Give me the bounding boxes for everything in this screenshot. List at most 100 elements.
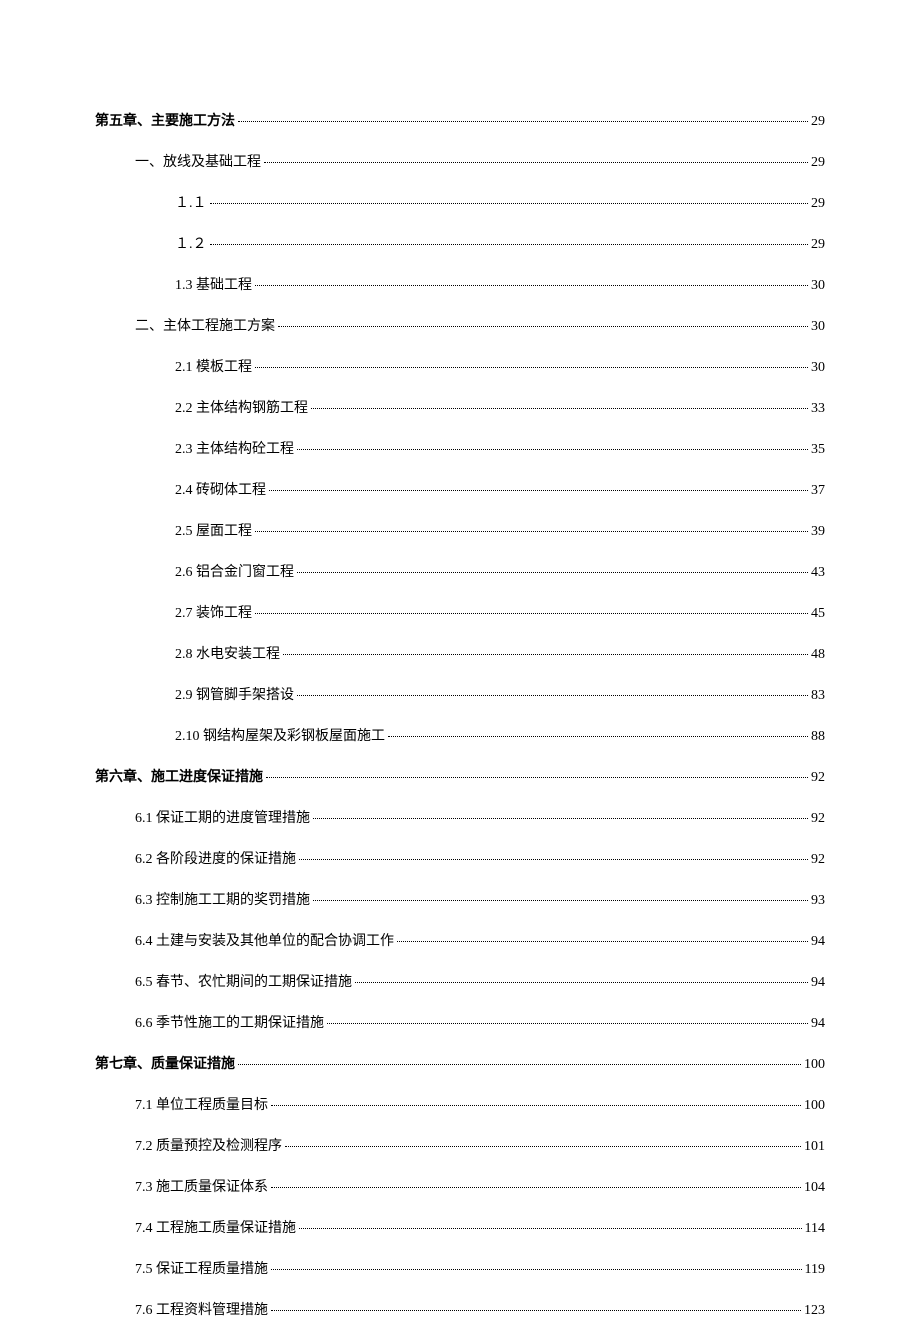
toc-title: 6.1 保证工期的进度管理措施 bbox=[135, 807, 310, 827]
toc-page-number: 114 bbox=[805, 1221, 825, 1237]
toc-title: 2.8 水电安装工程 bbox=[175, 643, 280, 663]
toc-title: 1.3 基础工程 bbox=[175, 274, 252, 294]
toc-title: 7.5 保证工程质量措施 bbox=[135, 1258, 268, 1278]
toc-page-number: 39 bbox=[811, 524, 825, 540]
toc-leader-dots bbox=[238, 1064, 801, 1065]
toc-leader-dots bbox=[355, 982, 808, 983]
toc-entry: 2.3 主体结构砼工程35 bbox=[95, 438, 825, 458]
toc-title: 7.4 工程施工质量保证措施 bbox=[135, 1217, 296, 1237]
toc-page-number: 29 bbox=[811, 237, 825, 253]
toc-entry: 2.9 钢管脚手架搭设 83 bbox=[95, 684, 825, 704]
toc-leader-dots bbox=[313, 818, 808, 819]
toc-title: １.１ bbox=[175, 192, 207, 212]
toc-leader-dots bbox=[397, 941, 808, 942]
toc-leader-dots bbox=[283, 654, 808, 655]
toc-page-number: 30 bbox=[811, 319, 825, 335]
toc-leader-dots bbox=[271, 1105, 801, 1106]
toc-title: 6.4 土建与安装及其他单位的配合协调工作 bbox=[135, 930, 394, 950]
toc-page-number: 45 bbox=[811, 606, 825, 622]
toc-leader-dots bbox=[299, 1228, 802, 1229]
toc-entry: 6.1 保证工期的进度管理措施 92 bbox=[95, 807, 825, 827]
toc-title: 2.6 铝合金门窗工程 bbox=[175, 561, 294, 581]
toc-title: 7.2 质量预控及检测程序 bbox=[135, 1135, 282, 1155]
toc-page-number: 94 bbox=[811, 975, 825, 991]
toc-title: 7.6 工程资料管理措施 bbox=[135, 1299, 268, 1319]
toc-entry: 7.6 工程资料管理措施123 bbox=[95, 1299, 825, 1319]
toc-leader-dots bbox=[264, 162, 808, 163]
toc-entry: 1.3 基础工程 30 bbox=[95, 274, 825, 294]
toc-leader-dots bbox=[210, 203, 809, 204]
toc-entry: 6.3 控制施工工期的奖罚措施 93 bbox=[95, 889, 825, 909]
toc-entry: 一、放线及基础工程29 bbox=[95, 151, 825, 171]
toc-page-number: 43 bbox=[811, 565, 825, 581]
toc-entry: 7.2 质量预控及检测程序 101 bbox=[95, 1135, 825, 1155]
toc-leader-dots bbox=[255, 531, 808, 532]
toc-page-number: 92 bbox=[811, 811, 825, 827]
toc-page-number: 48 bbox=[811, 647, 825, 663]
toc-title: 6.6 季节性施工的工期保证措施 bbox=[135, 1012, 324, 1032]
toc-page-number: 29 bbox=[811, 196, 825, 212]
toc-title: 6.3 控制施工工期的奖罚措施 bbox=[135, 889, 310, 909]
toc-page-number: 92 bbox=[811, 852, 825, 868]
toc-page-number: 30 bbox=[811, 278, 825, 294]
toc-entry: １.２ 29 bbox=[95, 233, 825, 253]
toc-entry: １.１ 29 bbox=[95, 192, 825, 212]
toc-title: １.２ bbox=[175, 233, 207, 253]
toc-title: 2.4 砖砌体工程 bbox=[175, 479, 266, 499]
toc-leader-dots bbox=[238, 121, 808, 122]
toc-leader-dots bbox=[299, 859, 808, 860]
toc-page-number: 93 bbox=[811, 893, 825, 909]
toc-leader-dots bbox=[255, 367, 808, 368]
toc-leader-dots bbox=[297, 695, 808, 696]
toc-title: 7.3 施工质量保证体系 bbox=[135, 1176, 268, 1196]
toc-page-number: 29 bbox=[811, 114, 825, 130]
toc-leader-dots bbox=[255, 285, 808, 286]
toc-entry: 2.8 水电安装工程 48 bbox=[95, 643, 825, 663]
toc-page-number: 88 bbox=[811, 729, 825, 745]
toc-page-number: 30 bbox=[811, 360, 825, 376]
toc-page-number: 101 bbox=[804, 1139, 825, 1155]
toc-page-number: 119 bbox=[805, 1262, 825, 1278]
toc-leader-dots bbox=[297, 449, 808, 450]
toc-entry: 2.7 装饰工程45 bbox=[95, 602, 825, 622]
toc-entry: 6.2 各阶段进度的保证措施92 bbox=[95, 848, 825, 868]
toc-title: 2.9 钢管脚手架搭设 bbox=[175, 684, 294, 704]
toc-entry: 第六章、施工进度保证措施 92 bbox=[95, 766, 825, 786]
toc-entry: 7.3 施工质量保证体系 104 bbox=[95, 1176, 825, 1196]
toc-title: 第五章、主要施工方法 bbox=[95, 110, 235, 130]
toc-title: 6.5 春节、农忙期间的工期保证措施 bbox=[135, 971, 352, 991]
table-of-contents: 第五章、主要施工方法29一、放线及基础工程29１.１29１.２291.3 基础工… bbox=[95, 110, 825, 1319]
toc-page-number: 100 bbox=[804, 1098, 825, 1114]
toc-page-number: 94 bbox=[811, 1016, 825, 1032]
toc-page-number: 104 bbox=[804, 1180, 825, 1196]
toc-title: 第七章、质量保证措施 bbox=[95, 1053, 235, 1073]
toc-leader-dots bbox=[278, 326, 808, 327]
toc-leader-dots bbox=[210, 244, 809, 245]
toc-leader-dots bbox=[271, 1187, 801, 1188]
toc-entry: 2.1 模板工程30 bbox=[95, 356, 825, 376]
toc-title: 2.10 钢结构屋架及彩钢板屋面施工 bbox=[175, 725, 385, 745]
toc-title: 2.2 主体结构钢筋工程 bbox=[175, 397, 308, 417]
toc-page-number: 94 bbox=[811, 934, 825, 950]
toc-leader-dots bbox=[311, 408, 808, 409]
toc-title: 2.5 屋面工程 bbox=[175, 520, 252, 540]
toc-entry: 2.4 砖砌体工程37 bbox=[95, 479, 825, 499]
toc-leader-dots bbox=[388, 736, 808, 737]
toc-page-number: 92 bbox=[811, 770, 825, 786]
toc-page-number: 33 bbox=[811, 401, 825, 417]
toc-entry: 第七章、质量保证措施 100 bbox=[95, 1053, 825, 1073]
toc-entry: 第五章、主要施工方法 29 bbox=[95, 110, 825, 130]
toc-leader-dots bbox=[327, 1023, 808, 1024]
toc-title: 第六章、施工进度保证措施 bbox=[95, 766, 263, 786]
toc-page-number: 83 bbox=[811, 688, 825, 704]
toc-entry: 二、主体工程施工方案30 bbox=[95, 315, 825, 335]
toc-page-number: 29 bbox=[811, 155, 825, 171]
toc-entry: 2.2 主体结构钢筋工程 33 bbox=[95, 397, 825, 417]
toc-leader-dots bbox=[255, 613, 808, 614]
toc-page-number: 100 bbox=[804, 1057, 825, 1073]
toc-leader-dots bbox=[266, 777, 808, 778]
toc-entry: 7.1 单位工程质量目标100 bbox=[95, 1094, 825, 1114]
toc-leader-dots bbox=[297, 572, 808, 573]
toc-page-number: 35 bbox=[811, 442, 825, 458]
toc-entry: 6.5 春节、农忙期间的工期保证措施 94 bbox=[95, 971, 825, 991]
